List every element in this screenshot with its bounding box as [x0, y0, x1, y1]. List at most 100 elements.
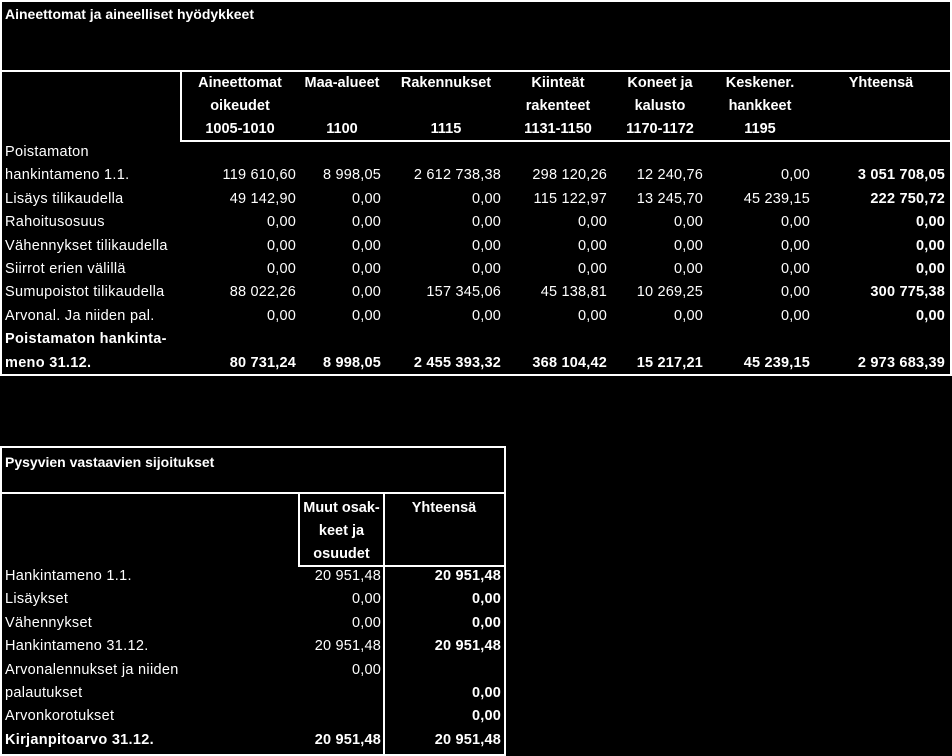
col-header-line1: Aineettomat: [198, 75, 282, 91]
assets-col-header: Kiinteät rakenteet 1131-1150: [499, 72, 617, 141]
investments-col1-header: Muut osak- keet ja osuudet: [300, 497, 383, 566]
cell-value: 0,00: [471, 214, 501, 231]
cell-value: 45 138,81: [540, 284, 607, 301]
row-label: Arvonal. Ja niiden pal.: [5, 307, 155, 324]
cell-value: 0,00: [266, 307, 296, 324]
inv-value-col2: 0,00: [471, 614, 501, 631]
assets-title: Aineettomat ja aineelliset hyödykkeet: [5, 6, 254, 22]
inv-value-col1: 20 951,48: [314, 638, 381, 655]
col-header-code: 1100: [326, 121, 358, 137]
investments-col1-line3: osuudet: [313, 546, 370, 562]
assets-col-header: Maa-alueet 1100: [283, 72, 401, 141]
col-header-line2: hankkeet: [728, 98, 792, 114]
cell-value: 12 240,76: [636, 167, 703, 184]
cell-value: 0,00: [266, 261, 296, 277]
col-header-line2: [387, 95, 505, 118]
cell-value: 13 245,70: [636, 190, 703, 207]
cell-value: 8 998,05: [322, 354, 381, 371]
investments-col1-line2: keet ja: [318, 523, 365, 539]
assets-header-box-bottom: [180, 140, 952, 142]
investments-col1-line1: Muut osak-: [303, 500, 380, 516]
row-label: Siirrot erien välillä: [5, 261, 126, 277]
col-header-line1: Rakennukset: [400, 75, 492, 91]
cell-value: 0,00: [266, 237, 296, 254]
col-header-line2: [822, 95, 940, 118]
cell-value: 298 120,26: [532, 167, 607, 184]
col-header-code: [822, 118, 940, 141]
cell-value: 119 610,60: [222, 167, 296, 184]
cell-value: 368 104,42: [532, 354, 607, 371]
inv-value-col1: 0,00: [351, 661, 381, 678]
row-label: Rahoitusosuus: [5, 214, 105, 231]
cell-value: 115 122,97: [533, 190, 607, 207]
investments-table-frame: [0, 446, 506, 756]
cell-value: 0,00: [780, 214, 810, 231]
cell-value: 2 973 683,39: [857, 354, 945, 371]
cell-value: 2 612 738,38: [413, 167, 501, 184]
cell-value: 8 998,05: [322, 167, 381, 184]
row-label-line2: hankintameno 1.1.: [5, 167, 130, 184]
cell-value: 10 269,25: [636, 284, 703, 301]
inv-value-col1: 0,00: [351, 591, 381, 608]
cell-value: 0,00: [780, 284, 810, 301]
cell-value: 2 455 393,32: [413, 354, 501, 371]
cell-value: 3 051 708,05: [857, 167, 945, 184]
inv-value-col1: 0,00: [351, 614, 381, 631]
row-label: Lisäys tilikaudella: [5, 190, 124, 207]
cell-value: 300 775,38: [870, 284, 945, 301]
row-label: Vähennykset tilikaudella: [5, 237, 168, 254]
cell-value: 0,00: [471, 261, 501, 277]
inv-row-label: Hankintameno 31.12.: [5, 638, 149, 655]
inv-value-col2: 0,00: [471, 708, 501, 725]
cell-value: 0,00: [351, 261, 381, 277]
cell-value: 80 731,24: [229, 354, 296, 371]
cell-value: 0,00: [351, 284, 381, 301]
assets-col-header: Keskener. hankkeet 1195: [701, 72, 819, 141]
cell-value: 222 750,72: [870, 190, 945, 207]
investments-title-divider: [0, 492, 506, 494]
inv-row-label: Vähennykset: [5, 614, 93, 631]
col-header-line1: Yhteensä: [848, 75, 914, 91]
inv-value-col2: 0,00: [471, 591, 501, 608]
cell-value: 0,00: [780, 261, 810, 277]
cell-value: 0,00: [915, 214, 945, 231]
cell-value: 157 345,06: [426, 284, 501, 301]
cell-value: 0,00: [351, 237, 381, 254]
assets-col-header: Koneet ja kalusto 1170-1172: [601, 72, 719, 141]
col-header-line1: Keskener.: [725, 75, 795, 91]
cell-value: 0,00: [577, 237, 607, 254]
col-header-code: 1005-1010: [205, 121, 275, 137]
investments-header-box-bottom: [298, 565, 506, 567]
row-label-line2: meno 31.12.: [5, 354, 92, 371]
cell-value: 0,00: [673, 261, 703, 277]
assets-col-header: Aineettomat oikeudet 1005-1010: [181, 72, 299, 141]
col-header-line2: rakenteet: [525, 98, 591, 114]
cell-value: 0,00: [577, 307, 607, 324]
col-header-code: 1170-1172: [626, 121, 694, 137]
cell-value: 0,00: [471, 307, 501, 324]
cell-value: 0,00: [915, 237, 945, 254]
col-header-line1: Kiinteät: [531, 75, 585, 91]
cell-value: 15 217,21: [636, 354, 703, 371]
cell-value: 49 142,90: [229, 190, 296, 207]
inv-row-label: palautukset: [5, 685, 83, 701]
investments-col2-header: Yhteensä: [411, 500, 477, 516]
cell-value: 88 022,26: [229, 284, 296, 301]
inv-value-col2: 20 951,48: [434, 731, 501, 748]
inv-value-col2: 20 951,48: [434, 638, 501, 655]
inv-value-col1: 20 951,48: [314, 731, 381, 748]
col-header-line2: oikeudet: [210, 98, 270, 114]
cell-value: 0,00: [351, 307, 381, 324]
inv-row-label: Hankintameno 1.1.: [5, 568, 132, 584]
col-header-line2: [283, 95, 401, 118]
cell-value: 0,00: [673, 237, 703, 254]
cell-value: 0,00: [780, 167, 810, 184]
cell-value: 0,00: [351, 190, 381, 207]
row-label-line1: Poistamaton: [5, 144, 89, 160]
inv-row-label: Arvonkorotukset: [5, 708, 115, 725]
cell-value: 0,00: [780, 307, 810, 324]
col-header-code: 1115: [430, 121, 462, 137]
col-header-line2: kalusto: [634, 98, 686, 114]
inv-row-label: Lisäykset: [5, 591, 69, 608]
inv-value-col2: 0,00: [471, 685, 501, 701]
